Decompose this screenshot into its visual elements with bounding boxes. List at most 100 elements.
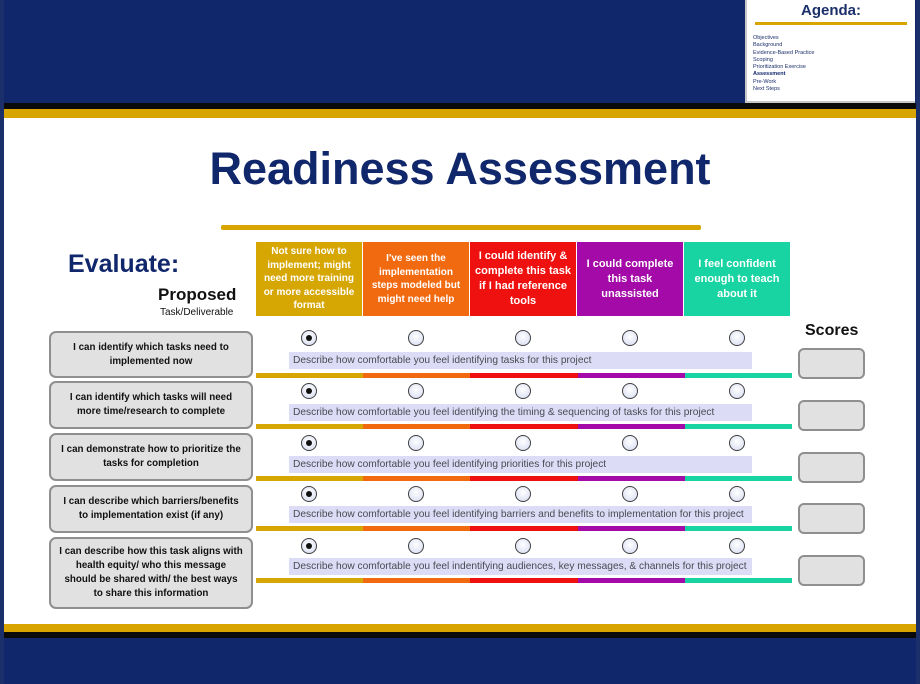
rating-radio[interactable] <box>622 486 638 502</box>
row-label: I can identify which tasks need to imple… <box>49 331 253 378</box>
stripe-segment <box>470 526 578 531</box>
column-header-unassisted: I could complete this task unassisted <box>577 242 683 316</box>
rating-radio[interactable] <box>301 330 317 346</box>
stripe-segment <box>256 373 364 378</box>
rating-radio[interactable] <box>515 330 531 346</box>
stripe-segment <box>363 424 471 429</box>
row-label: I can identify which tasks will need mor… <box>49 381 253 429</box>
frame-right <box>916 0 920 684</box>
agenda-item[interactable]: Scoping <box>753 56 773 63</box>
rating-radio[interactable] <box>729 486 745 502</box>
stripe-segment <box>363 578 471 583</box>
rating-radio[interactable] <box>301 538 317 554</box>
rating-radio[interactable] <box>301 383 317 399</box>
row-color-stripe <box>256 373 793 378</box>
radio-selected-dot <box>306 335 312 341</box>
stripe-segment <box>684 373 793 378</box>
rating-radio[interactable] <box>408 435 424 451</box>
header-gold-stripe <box>4 109 916 118</box>
rating-radio[interactable] <box>622 330 638 346</box>
proposed-label: Proposed <box>158 285 237 304</box>
rating-radio[interactable] <box>515 383 531 399</box>
radio-selected-dot <box>306 388 312 394</box>
agenda-item[interactable]: Next Steps <box>753 86 780 93</box>
score-input[interactable] <box>798 400 865 431</box>
stripe-segment <box>684 424 793 429</box>
agenda-item[interactable]: Objectives <box>753 35 779 41</box>
rating-radio[interactable] <box>622 435 638 451</box>
page-title: Readiness Assessment <box>209 143 711 194</box>
score-input[interactable] <box>798 555 865 586</box>
rating-radio[interactable] <box>729 435 745 451</box>
score-input[interactable] <box>798 348 865 379</box>
stripe-segment <box>577 424 685 429</box>
stripe-segment <box>470 424 578 429</box>
column-header-teach: I feel confident enough to teach about i… <box>684 242 790 316</box>
agenda-item[interactable]: Background <box>753 42 783 49</box>
description-field[interactable]: Describe how comfortable you feel identi… <box>289 456 752 473</box>
stripe-segment <box>256 526 364 531</box>
agenda-panel: Agenda: Objectives Background Evidence-B… <box>745 0 915 103</box>
description-field[interactable]: Describe how comfortable you feel identi… <box>289 506 752 523</box>
column-header-not-sure: Not sure how to implement; might need mo… <box>256 242 362 316</box>
stripe-segment <box>577 526 685 531</box>
rating-radio[interactable] <box>729 538 745 554</box>
rating-radio[interactable] <box>729 330 745 346</box>
stripe-segment <box>684 476 793 481</box>
stripe-segment <box>256 578 364 583</box>
radio-selected-dot <box>306 440 312 446</box>
column-header-seen-steps: I've seen the implementation steps model… <box>363 242 469 316</box>
rating-radio[interactable] <box>515 486 531 502</box>
description-field[interactable]: Describe how comfortable you feel identi… <box>289 352 752 369</box>
row-color-stripe <box>256 424 793 429</box>
rating-radio[interactable] <box>729 383 745 399</box>
agenda-title: Agenda: <box>801 2 861 19</box>
rating-radio[interactable] <box>622 538 638 554</box>
rating-radio[interactable] <box>408 538 424 554</box>
agenda-list: Objectives Background Evidence-Based Pra… <box>753 35 814 93</box>
row-color-stripe <box>256 578 793 583</box>
footer-gold-stripe <box>4 624 916 632</box>
stripe-segment <box>256 424 364 429</box>
description-field[interactable]: Describe how comfortable you feel identi… <box>289 404 752 421</box>
rating-radio[interactable] <box>408 383 424 399</box>
rating-radio[interactable] <box>408 330 424 346</box>
radio-selected-dot <box>306 491 312 497</box>
stripe-segment <box>363 373 471 378</box>
rating-radio[interactable] <box>622 383 638 399</box>
evaluate-heading: Evaluate: <box>68 250 180 278</box>
score-input[interactable] <box>798 503 865 534</box>
row-label: I can describe how this task aligns with… <box>49 537 253 609</box>
radio-selected-dot <box>306 543 312 549</box>
agenda-item[interactable]: Pre-Work <box>753 78 777 85</box>
agenda-item[interactable]: Assessment <box>753 71 786 78</box>
row-label: I can demonstrate how to prioritize the … <box>49 433 253 481</box>
rating-radio[interactable] <box>301 486 317 502</box>
agenda-underline <box>755 22 907 25</box>
stripe-segment <box>470 578 578 583</box>
score-input[interactable] <box>798 452 865 483</box>
footer-divider <box>4 632 916 638</box>
description-field[interactable]: Describe how comfortable you feel indent… <box>289 558 752 575</box>
footer-band <box>4 638 916 684</box>
header-divider <box>4 103 916 109</box>
stripe-segment <box>363 476 471 481</box>
rating-radio[interactable] <box>301 435 317 451</box>
title-underline <box>221 225 701 230</box>
stripe-segment <box>577 373 685 378</box>
stripe-segment <box>363 526 471 531</box>
frame-left <box>0 0 4 684</box>
row-color-stripe <box>256 526 793 531</box>
rating-radio[interactable] <box>515 435 531 451</box>
stripe-segment <box>470 373 578 378</box>
row-label: I can describe which barriers/benefits t… <box>49 485 253 533</box>
stripe-segment <box>577 476 685 481</box>
agenda-item[interactable]: Prioritization Exercise <box>753 64 806 71</box>
rating-radio[interactable] <box>408 486 424 502</box>
column-header-could-identify: I could identify & complete this task if… <box>470 242 576 316</box>
stripe-segment <box>256 476 364 481</box>
stripe-segment <box>684 526 793 531</box>
row-color-stripe <box>256 476 793 481</box>
rating-radio[interactable] <box>515 538 531 554</box>
agenda-item[interactable]: Evidence-Based Practice <box>753 49 815 56</box>
